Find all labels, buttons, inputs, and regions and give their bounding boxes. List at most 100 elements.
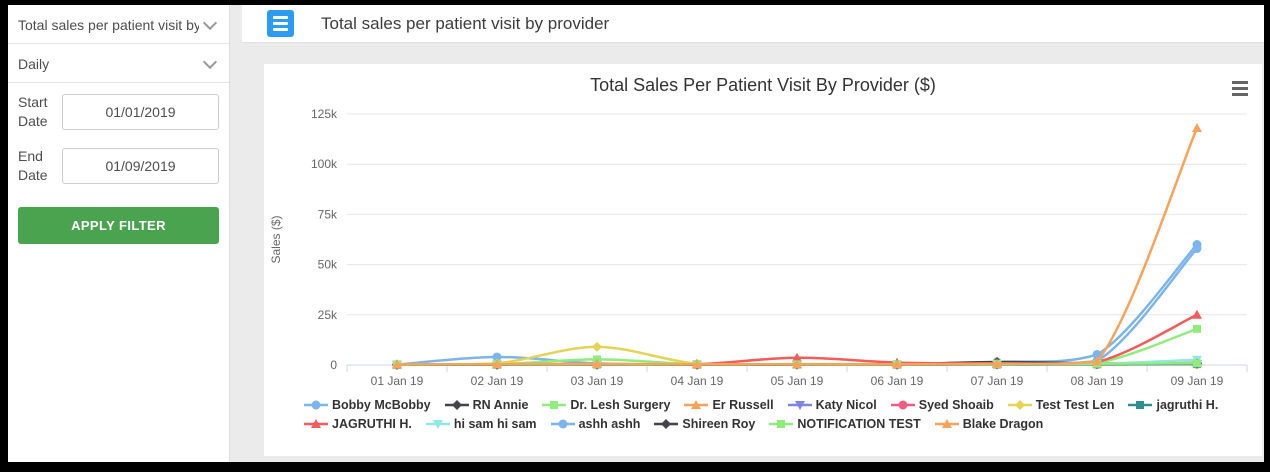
page-title: Total sales per patient visit by provide…	[321, 13, 610, 33]
legend-marker-icon	[654, 419, 679, 429]
series-marker	[1192, 244, 1202, 254]
series-marker	[661, 419, 672, 429]
x-axis-tick-label: 07 Jan 19	[971, 374, 1024, 388]
legend-item[interactable]: JAGRUTHI H.	[304, 417, 412, 431]
series-marker	[432, 420, 443, 429]
series-marker	[592, 341, 602, 352]
legend-item[interactable]: hi sam hi sam	[425, 417, 537, 431]
legend-item-label: Bobby McBobby	[332, 398, 431, 412]
main-area: Total sales per patient visit by provide…	[230, 5, 1264, 462]
chart-series	[392, 240, 1202, 370]
legend-item-label: jagruthi H.	[1156, 398, 1219, 412]
series-marker	[1092, 356, 1102, 366]
legend-item[interactable]: Bobby McBobby	[304, 398, 431, 412]
series-marker	[1014, 400, 1025, 410]
legend-marker-icon	[890, 400, 915, 410]
legend-item[interactable]: Dr. Lesh Surgery	[542, 398, 670, 412]
legend-marker-icon	[550, 419, 575, 429]
legend-marker-icon	[1007, 400, 1032, 410]
legend-item[interactable]: NOTIFICATION TEST	[769, 417, 921, 431]
series-marker	[1192, 123, 1202, 133]
y-axis-title: Sales ($)	[269, 215, 283, 263]
legend-item-label: hi sam hi sam	[453, 417, 537, 431]
series-marker	[492, 359, 502, 369]
series-line	[395, 126, 1199, 366]
legend-item-label: RN Annie	[472, 398, 529, 412]
series-marker	[691, 400, 702, 409]
series-marker	[992, 358, 1002, 368]
series-marker	[692, 359, 702, 369]
legend-item-label: JAGRUTHI H.	[332, 417, 412, 431]
legend-marker-icon	[304, 400, 328, 410]
series-marker	[311, 419, 321, 428]
series-marker	[794, 401, 805, 410]
end-date-input[interactable]	[62, 147, 219, 184]
chart-context-menu-icon[interactable]	[1230, 78, 1252, 98]
legend-marker-icon	[934, 419, 959, 428]
legend-item-label: Er Russell	[712, 398, 774, 412]
report-type-select[interactable]: Total sales per patient visit by ...	[8, 5, 229, 44]
legend-item-label: Blake Dragon	[962, 417, 1044, 431]
series-marker	[592, 358, 602, 368]
x-axis-tick-label: 06 Jan 19	[871, 374, 924, 388]
legend-item[interactable]: Katy Nicol	[787, 398, 877, 412]
legend-item-label: NOTIFICATION TEST	[797, 417, 921, 431]
legend-marker-icon	[787, 401, 812, 410]
start-date-input[interactable]	[62, 93, 219, 130]
frequency-select[interactable]: Daily	[8, 44, 229, 83]
series-line	[395, 243, 1199, 366]
start-date-label: Start Date	[18, 94, 48, 129]
legend-item[interactable]: jagruthi H.	[1128, 398, 1218, 412]
legend-item[interactable]: Er Russell	[684, 398, 774, 412]
chart-series	[392, 123, 1202, 369]
x-axis-tick-label: 09 Jan 19	[1171, 374, 1224, 388]
series-marker	[898, 400, 908, 410]
hamburger-menu-button[interactable]	[267, 10, 294, 37]
legend-item[interactable]: Shireen Roy	[654, 417, 755, 431]
hamburger-icon	[273, 16, 288, 19]
legend-item[interactable]: Syed Shoaib	[890, 398, 994, 412]
chart-legend: Bobby McBobby RN Annie Dr. Lesh Surgery Er …	[304, 398, 1256, 431]
legend-item[interactable]: RN Annie	[444, 398, 529, 412]
series-marker	[558, 419, 568, 429]
start-date-row: Start Date	[8, 83, 229, 137]
x-axis-tick-label: 08 Jan 19	[1071, 374, 1124, 388]
apply-filter-button[interactable]: APPLY FILTER	[18, 206, 219, 244]
y-axis-tick-label: 50k	[318, 258, 338, 272]
legend-item-label: Shireen Roy	[682, 417, 756, 431]
x-axis-tick-label: 02 Jan 19	[471, 374, 524, 388]
legend-item-label: Katy Nicol	[815, 398, 877, 412]
chart-title: Total Sales Per Patient Visit By Provide…	[590, 75, 936, 95]
legend-item-label: Test Test Len	[1035, 398, 1115, 412]
series-marker	[1193, 324, 1201, 333]
series-marker	[941, 419, 952, 428]
legend-marker-icon	[769, 420, 794, 428]
frequency-value: Daily	[18, 56, 50, 72]
series-marker	[451, 400, 462, 410]
chart-card: Total Sales Per Patient Visit By Provide…	[264, 64, 1262, 456]
series-marker	[492, 352, 502, 362]
legend-item-label: ashh ashh	[578, 417, 641, 431]
page-header: Total sales per patient visit by provide…	[242, 5, 1264, 43]
legend-marker-icon	[1128, 401, 1153, 409]
report-type-value: Total sales per patient visit by ...	[18, 17, 199, 33]
end-date-label: End Date	[18, 147, 48, 183]
legend-item[interactable]: Test Test Len	[1007, 398, 1115, 412]
chevron-down-icon	[202, 54, 218, 70]
series-marker	[777, 420, 786, 428]
x-axis-tick-label: 03 Jan 19	[571, 374, 624, 388]
series-marker	[1192, 309, 1202, 319]
chevron-down-icon	[202, 15, 218, 31]
legend-marker-icon	[444, 400, 469, 410]
x-axis-tick-label: 01 Jan 19	[371, 374, 424, 388]
series-marker	[792, 359, 802, 369]
y-axis-tick-label: 125k	[311, 107, 338, 121]
series-marker	[1193, 359, 1201, 368]
legend-item[interactable]: Blake Dragon	[934, 417, 1044, 431]
series-line	[395, 247, 1199, 366]
legend-marker-icon	[684, 400, 709, 409]
series-marker	[392, 359, 402, 369]
legend-item-label: Dr. Lesh Surgery	[570, 398, 671, 412]
legend-item[interactable]: ashh ashh	[550, 417, 641, 431]
